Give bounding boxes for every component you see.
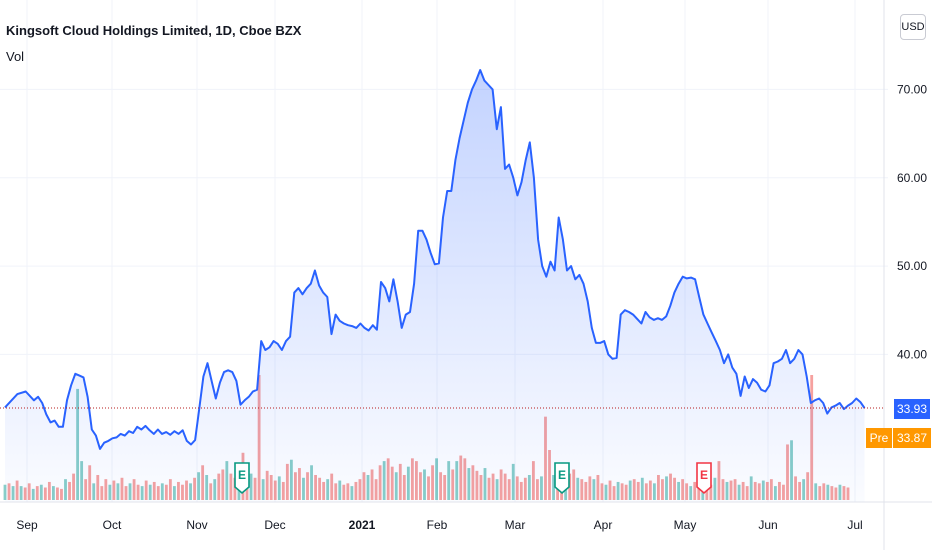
y-tick-label: 40.00 bbox=[897, 347, 927, 361]
price-area bbox=[5, 70, 865, 502]
price-line[interactable] bbox=[4, 69, 866, 450]
premarket-value: 33.87 bbox=[892, 428, 931, 448]
x-tick-label: 2021 bbox=[349, 518, 376, 532]
last-price-label: 33.93 bbox=[894, 399, 930, 419]
x-tick-label: Sep bbox=[16, 518, 38, 532]
x-tick-label: Oct bbox=[103, 518, 122, 532]
earnings-marker-shape bbox=[234, 462, 250, 495]
earnings-marker[interactable]: E bbox=[696, 462, 712, 495]
volume-indicator-label[interactable]: Vol bbox=[6, 49, 25, 64]
x-tick-label: Jul bbox=[847, 518, 862, 532]
x-tick-label: Nov bbox=[186, 518, 207, 532]
x-tick-label: Dec bbox=[264, 518, 285, 532]
earnings-marker-shape bbox=[554, 462, 570, 495]
earnings-marker[interactable]: E bbox=[554, 462, 570, 495]
y-tick-label: 60.00 bbox=[897, 171, 927, 185]
x-tick-label: Jun bbox=[758, 518, 777, 532]
x-tick-label: Feb bbox=[427, 518, 448, 532]
chart-title: Kingsoft Cloud Holdings Limited, 1D, Cbo… bbox=[6, 23, 302, 38]
x-tick-label: Apr bbox=[594, 518, 613, 532]
earnings-marker[interactable]: E bbox=[234, 462, 250, 495]
x-tick-label: May bbox=[674, 518, 697, 532]
earnings-marker-label: E bbox=[700, 468, 708, 482]
premarket-price-tag: Pre 33.87 bbox=[866, 428, 931, 448]
earnings-marker-label: E bbox=[558, 468, 566, 482]
currency-button[interactable]: USD bbox=[900, 14, 926, 40]
premarket-label: Pre bbox=[866, 428, 892, 448]
price-axis[interactable]: 40.00 50.00 60.00 70.00 bbox=[883, 0, 927, 550]
earnings-marker-shape bbox=[696, 462, 712, 495]
time-axis[interactable]: Sep Oct Nov Dec 2021 Feb Mar Apr May Jun Jul bbox=[0, 501, 932, 532]
y-tick-label: 50.00 bbox=[897, 259, 927, 273]
earnings-marker-label: E bbox=[238, 468, 246, 482]
y-tick-label: 70.00 bbox=[897, 82, 927, 96]
x-tick-label: Mar bbox=[505, 518, 526, 532]
